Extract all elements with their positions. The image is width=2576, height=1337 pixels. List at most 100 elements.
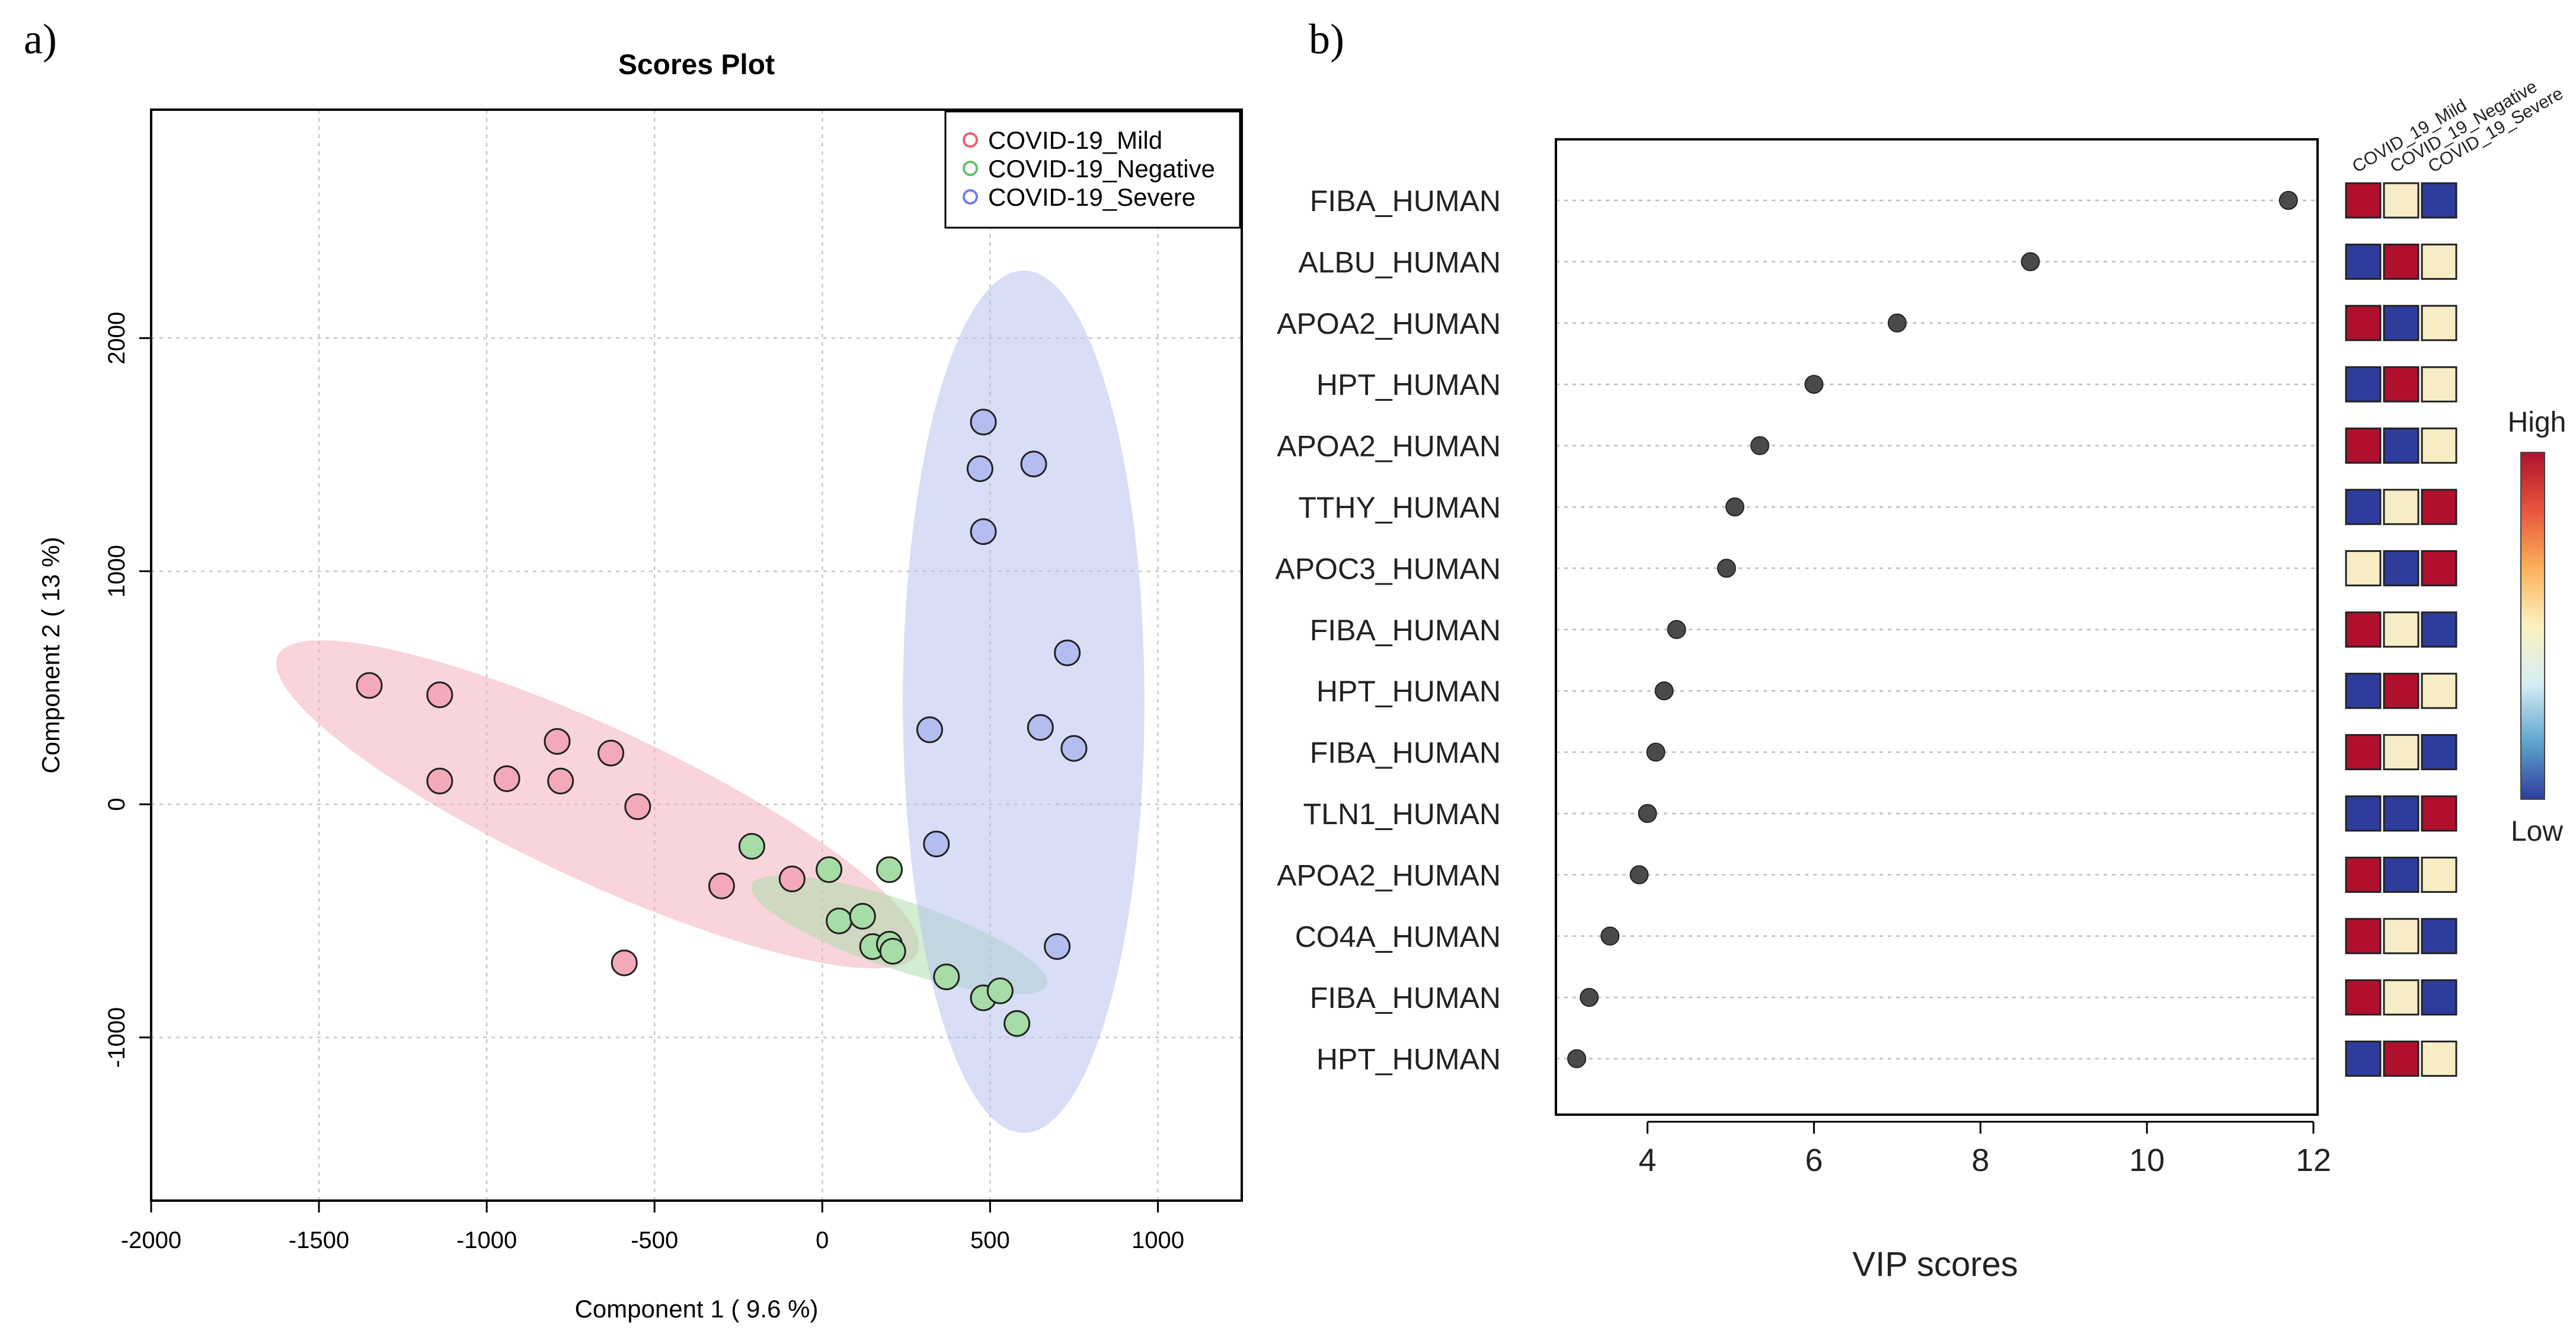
- protein-label: HPT_HUMAN: [1316, 675, 1501, 708]
- x-tick-label: -1500: [289, 1227, 349, 1253]
- vip-point: [1600, 926, 1620, 946]
- protein-label: CO4A_HUMAN: [1295, 920, 1501, 953]
- heatmap-cell: [2345, 366, 2382, 403]
- heatmap-cell: [2345, 305, 2382, 342]
- vip-plot: FIBA_HUMAN ALBU_HUMAN APOA2_HUMAN HPT_HUMAN…: [1275, 76, 2567, 1284]
- point-mild: [544, 727, 571, 755]
- colorbar-high-label: High: [2508, 407, 2567, 438]
- legend-marker-mild: [963, 132, 978, 148]
- protein-label: HPT_HUMAN: [1316, 1043, 1501, 1076]
- heatmap-cell: [2345, 734, 2382, 771]
- vip-point: [1804, 375, 1824, 394]
- y-tick-label: 1000: [104, 545, 130, 598]
- point-severe: [970, 518, 997, 545]
- point-severe: [923, 830, 950, 857]
- point-mild: [597, 739, 625, 767]
- point-negative: [849, 902, 876, 930]
- protein-label: APOA2_HUMAN: [1277, 430, 1501, 463]
- point-mild: [426, 681, 453, 709]
- legend-label-severe: COVID-19_Severe: [988, 183, 1196, 211]
- scores-plot-x-label: Component 1 ( 9.6 %): [575, 1295, 819, 1323]
- x-tick-label: 1000: [1132, 1227, 1184, 1253]
- x-tick-label: 0: [816, 1227, 829, 1253]
- scores-plot-points: [356, 409, 1088, 1037]
- point-mild: [493, 765, 520, 792]
- heatmap-cell: [2421, 489, 2457, 525]
- panel-label-a: a): [24, 15, 57, 63]
- protein-label: FIBA_HUMAN: [1310, 614, 1501, 647]
- heatmap-cell: [2345, 611, 2382, 648]
- y-tick-label: 2000: [104, 312, 130, 365]
- protein-label: APOC3_HUMAN: [1275, 552, 1501, 585]
- vip-colorbar: High Low: [2508, 407, 2567, 847]
- scores-plot-y-axis: -1000 0 1000 2000: [104, 312, 151, 1068]
- vip-point: [2278, 191, 2298, 210]
- heatmap-cell: [2383, 366, 2420, 403]
- heatmap-cell: [2383, 795, 2420, 832]
- heatmap-cell: [2383, 243, 2420, 280]
- heatmap-cell: [2421, 1041, 2457, 1077]
- scores-plot-y-label: Component 2 ( 13 %): [37, 537, 65, 773]
- vip-point: [1629, 865, 1649, 885]
- heatmap-cell: [2345, 979, 2382, 1016]
- vip-point: [1654, 681, 1674, 701]
- heatmap-cell: [2345, 918, 2382, 955]
- heatmap-cell: [2421, 795, 2457, 832]
- heatmap-cell: [2421, 182, 2457, 219]
- heatmap-cell: [2345, 182, 2382, 219]
- vip-heatmap: [2345, 182, 2457, 1077]
- point-mild: [624, 793, 651, 821]
- heatmap-cell: [2345, 550, 2382, 586]
- vip-plot-x-axis: 4 6 8 10 12: [1638, 1121, 2331, 1178]
- vip-point: [1725, 497, 1744, 516]
- heatmap-cell: [2383, 734, 2420, 771]
- point-severe: [916, 716, 943, 744]
- point-mild: [547, 767, 574, 794]
- heatmap-cell: [2383, 979, 2420, 1016]
- protein-label: APOA2_HUMAN: [1277, 307, 1501, 340]
- heatmap-cell: [2421, 734, 2457, 771]
- x-tick-label: -2000: [121, 1227, 181, 1253]
- colorbar-gradient: [2520, 452, 2545, 800]
- point-mild: [708, 872, 735, 899]
- heatmap-cell: [2345, 795, 2382, 832]
- x-tick-label: -500: [631, 1227, 678, 1253]
- point-negative: [879, 937, 906, 965]
- heatmap-cell: [2345, 489, 2382, 525]
- point-severe: [1054, 639, 1081, 666]
- heatmap-cell: [2383, 1041, 2420, 1077]
- point-severe: [970, 409, 997, 436]
- point-severe: [1044, 933, 1071, 960]
- heatmap-cell: [2383, 856, 2420, 893]
- point-negative: [933, 963, 960, 991]
- heatmap-cell: [2383, 305, 2420, 342]
- heatmap-cell: [2345, 856, 2382, 893]
- point-mild: [356, 672, 383, 699]
- scores-plot-legend: COVID-19_Mild COVID-19_Negative COVID-19…: [944, 110, 1241, 229]
- point-severe: [966, 455, 993, 482]
- x-tick-label: 6: [1805, 1143, 1823, 1178]
- point-negative: [876, 856, 903, 883]
- point-negative: [738, 832, 765, 860]
- vip-point: [1667, 620, 1686, 639]
- heatmap-cell: [2383, 611, 2420, 648]
- x-tick-label: 4: [1638, 1143, 1656, 1178]
- heatmap-cell: [2383, 427, 2420, 464]
- heatmap-cell: [2421, 305, 2457, 342]
- point-mild: [611, 949, 638, 977]
- vip-plot-protein-labels: FIBA_HUMAN ALBU_HUMAN APOA2_HUMAN HPT_HUMAN…: [1275, 184, 1501, 1076]
- protein-label: HPT_HUMAN: [1316, 368, 1501, 401]
- point-negative: [986, 977, 1014, 1004]
- vip-plot-frame: [1555, 138, 2319, 1116]
- vip-point: [1580, 988, 1599, 1007]
- heatmap-cell: [2421, 918, 2457, 955]
- protein-label: FIBA_HUMAN: [1310, 736, 1501, 770]
- x-tick-label: 10: [2129, 1143, 2165, 1178]
- heatmap-cell: [2383, 672, 2420, 709]
- protein-label: FIBA_HUMAN: [1310, 981, 1501, 1014]
- point-negative: [816, 856, 843, 883]
- heatmap-cell: [2421, 366, 2457, 403]
- vip-point: [2021, 252, 2040, 272]
- vip-point: [1638, 804, 1657, 823]
- heatmap-cell: [2345, 672, 2382, 709]
